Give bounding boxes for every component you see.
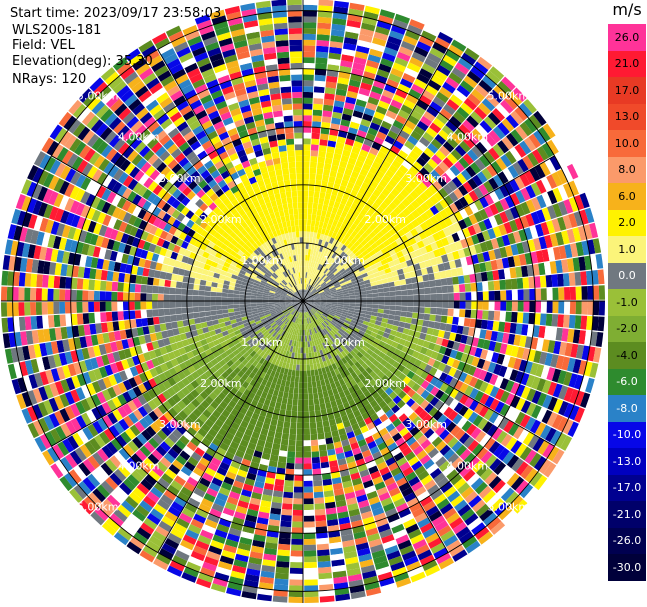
ring-label: 3.00km <box>405 172 447 185</box>
colorbar-level: 26.0 <box>608 24 646 51</box>
ring-label: 5.00km <box>488 90 530 103</box>
azimuth-spoke <box>51 155 304 302</box>
colorbar-level: -30.0 <box>608 554 646 581</box>
ring-label: 4.00km <box>446 131 488 144</box>
ring-label: 4.00km <box>118 131 160 144</box>
ring-label: 4.00km <box>118 459 160 472</box>
azimuth-spoke <box>302 49 449 302</box>
ring-label: 4.00km <box>446 459 488 472</box>
colorbar-level: 10.0 <box>608 130 646 157</box>
ring-label: 3.00km <box>405 418 447 431</box>
nrays-label: NRays: 120 <box>12 72 87 87</box>
ring-label: 2.00km <box>364 213 406 226</box>
ring-label: 1.00km <box>323 336 365 349</box>
colorbar-level: 17.0 <box>608 77 646 104</box>
ring-label: 2.00km <box>200 377 242 390</box>
colorbar-level: -17.0 <box>608 474 646 501</box>
azimuth-spoke <box>51 300 304 447</box>
ring-label: 5.00km <box>488 500 530 513</box>
colorbar-level: -4.0 <box>608 342 646 369</box>
colorbar-level: -21.0 <box>608 501 646 528</box>
ring-label: 1.00km <box>241 254 283 267</box>
azimuth-spoke <box>157 49 304 302</box>
range-ring-labels: 1.00km 1.00km 1.00km 1.00km 2.00km 2.00km 2.00… <box>77 90 529 514</box>
colorbar-level: 0.0 <box>608 262 646 289</box>
elevation-label: Elevation(deg): 35.30 <box>12 54 153 69</box>
azimuth-spoke <box>302 300 555 447</box>
colorbar-level: 2.0 <box>608 209 646 236</box>
instrument-label: WLS200s-181 <box>12 23 102 38</box>
ring-label: 3.00km <box>159 418 201 431</box>
azimuth-spoke <box>302 155 555 302</box>
ring-label: 5.00km <box>77 90 119 103</box>
colorbar-level: -13.0 <box>608 448 646 475</box>
colorbar-level: -6.0 <box>608 368 646 395</box>
ring-label: 5.00km <box>77 500 119 513</box>
colorbar-level: -10.0 <box>608 421 646 448</box>
colorbar-level: 13.0 <box>608 103 646 130</box>
colorbar-level: -8.0 <box>608 395 646 422</box>
ring-label: 1.00km <box>323 254 365 267</box>
ring-label: 2.00km <box>200 213 242 226</box>
azimuth-spokes <box>1 0 605 603</box>
ring-label: 1.00km <box>241 336 283 349</box>
velocity-colorbar: 26.0 21.0 17.0 13.0 10.0 8.0 6.0 2.0 1.0 0.0 -1.0-… <box>608 24 646 581</box>
colorbar-level: -2.0 <box>608 315 646 342</box>
ring-label: 2.00km <box>364 377 406 390</box>
colorbar-level: -1.0 <box>608 289 646 316</box>
azimuth-spoke <box>157 300 304 553</box>
colorbar-level: 8.0 <box>608 156 646 183</box>
colorbar-unit: m/s <box>612 0 642 19</box>
colorbar-level: 1.0 <box>608 236 646 263</box>
azimuth-spoke <box>302 300 449 553</box>
colorbar-level: -26.0 <box>608 527 646 554</box>
colorbar-level: 6.0 <box>608 183 646 210</box>
start-time-label: Start time: 2023/09/17 23:58:03 <box>10 6 222 21</box>
field-label: Field: VEL <box>12 38 75 53</box>
ring-label: 3.00km <box>159 172 201 185</box>
colorbar-level: 21.0 <box>608 50 646 77</box>
